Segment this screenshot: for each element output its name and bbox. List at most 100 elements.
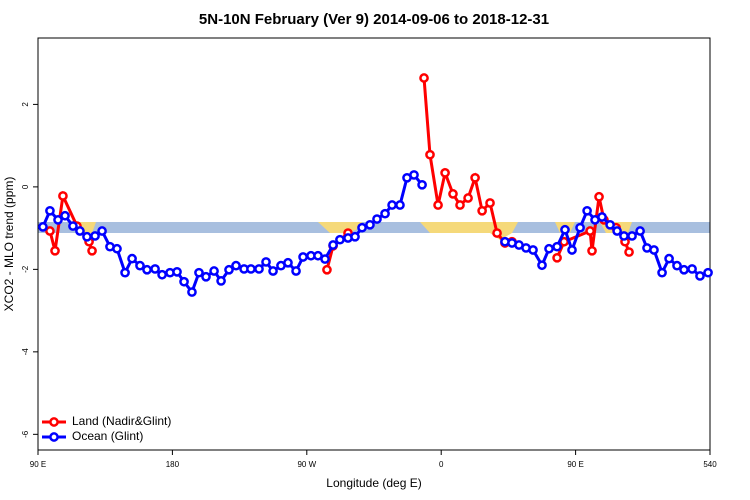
y-tick-label: -2 [21, 265, 30, 273]
point [216, 276, 226, 286]
point [380, 208, 390, 219]
x-tick-label: 180 [166, 460, 180, 469]
point [552, 252, 562, 263]
point [528, 245, 538, 255]
point [142, 264, 152, 275]
series-line [41, 173, 709, 296]
point [53, 215, 63, 225]
point [470, 172, 480, 183]
point [224, 264, 234, 275]
point [587, 245, 597, 256]
point [187, 287, 197, 297]
point [201, 271, 211, 282]
point [492, 228, 502, 238]
point [335, 234, 345, 245]
point [552, 241, 562, 252]
point [90, 231, 100, 241]
point [537, 260, 547, 271]
point [322, 264, 332, 275]
point [50, 245, 60, 256]
point [672, 260, 682, 271]
point [372, 214, 382, 224]
point [419, 73, 429, 83]
point [157, 269, 167, 280]
point [261, 257, 271, 267]
x-axis-label: Longitude (deg E) [326, 476, 421, 490]
legend-marker [49, 417, 59, 427]
point [38, 222, 48, 232]
point [112, 243, 122, 254]
y-tick-label: -4 [21, 348, 30, 356]
land-patch [420, 222, 518, 240]
point [194, 267, 204, 278]
point [612, 226, 622, 236]
x-tick-label: 90 W [297, 460, 316, 469]
point [560, 224, 570, 235]
point [97, 226, 107, 236]
point [433, 200, 443, 210]
point [231, 260, 241, 271]
point [619, 231, 629, 241]
point [120, 267, 130, 278]
point [485, 198, 495, 208]
x-tick-label: 0 [439, 460, 444, 469]
point [350, 231, 360, 242]
point [582, 205, 592, 216]
point [268, 266, 278, 276]
point [695, 271, 705, 281]
point [594, 191, 604, 202]
point [328, 240, 338, 250]
point [417, 179, 427, 190]
point [575, 222, 585, 233]
point [597, 212, 607, 222]
point [60, 210, 70, 221]
point [649, 245, 659, 255]
point [448, 189, 458, 199]
point [409, 170, 419, 180]
point [135, 260, 145, 271]
point [172, 266, 182, 277]
point [150, 264, 160, 274]
point [45, 226, 55, 236]
point [425, 149, 435, 160]
point [440, 168, 450, 178]
y-tick-label: 2 [21, 102, 30, 107]
point [635, 226, 645, 236]
point [365, 219, 375, 230]
point [627, 231, 637, 241]
legend-label: Ocean (Glint) [72, 429, 143, 443]
point [679, 264, 689, 275]
point [477, 205, 487, 216]
x-tick-label: 90 E [30, 460, 46, 469]
point [455, 200, 465, 210]
point [246, 264, 256, 274]
point [68, 221, 78, 231]
point [179, 276, 189, 287]
point [585, 226, 595, 236]
point [687, 264, 697, 274]
plot-frame [37, 37, 711, 451]
point [357, 222, 367, 233]
point [209, 266, 219, 276]
legend-label: Land (Nadir&Glint) [72, 414, 171, 428]
point [703, 267, 713, 278]
point [45, 205, 55, 216]
point [127, 253, 137, 264]
point [664, 253, 674, 264]
point [544, 243, 554, 254]
point [75, 226, 85, 236]
x-tick-label: 90 E [567, 460, 583, 469]
y-axis-label: XCO2 - MLO trend (ppm) [2, 177, 16, 312]
point [567, 245, 577, 255]
point [395, 200, 405, 210]
point [463, 193, 473, 203]
point [298, 252, 308, 262]
point [87, 245, 97, 256]
point [254, 264, 264, 274]
y-tick-label: -6 [21, 430, 30, 438]
point [387, 200, 397, 210]
y-tick-label: 0 [21, 184, 30, 189]
point [605, 219, 615, 230]
point [657, 267, 667, 278]
